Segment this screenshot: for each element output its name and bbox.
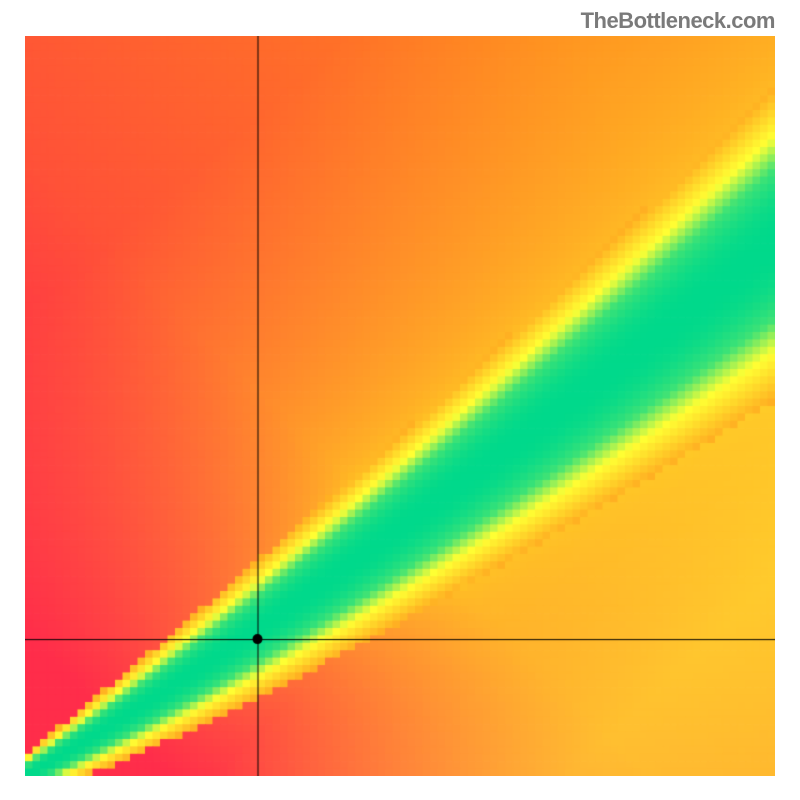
chart-container: TheBottleneck.com — [0, 0, 800, 800]
heatmap-canvas — [25, 36, 775, 776]
heatmap-plot — [25, 36, 775, 776]
watermark-text: TheBottleneck.com — [581, 8, 775, 34]
